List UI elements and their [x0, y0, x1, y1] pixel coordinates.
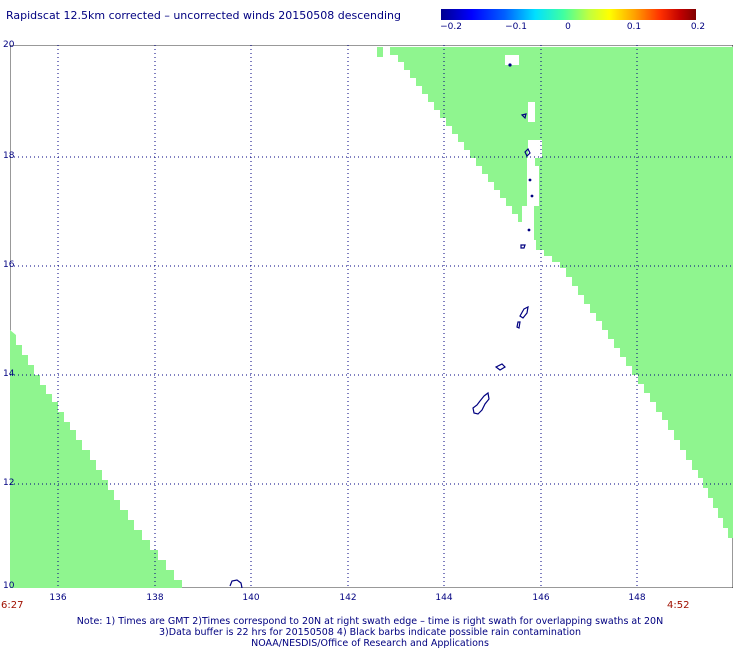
x-label-148: 148 — [628, 593, 646, 603]
y-label-12: 12 — [3, 478, 15, 488]
y-label-14: 14 — [3, 369, 15, 379]
swath-right — [367, 47, 733, 538]
island-north-2 — [520, 113, 527, 120]
island-north-3 — [520, 244, 526, 249]
island-north-1 — [524, 147, 531, 158]
swath-time-left: 6:27 — [1, 600, 24, 611]
colorbar — [441, 9, 696, 20]
island-dots — [508, 63, 534, 232]
map-title: Rapidscat 12.5km corrected – uncorrected… — [6, 9, 402, 22]
island-outlines — [229, 113, 531, 588]
x-label-142: 142 — [339, 593, 357, 603]
rota-island — [494, 363, 506, 371]
y-label-20: 20 — [3, 40, 15, 50]
colorbar-label-zero: 0 — [565, 22, 571, 32]
x-label-138: 138 — [146, 593, 164, 603]
wind-map — [10, 45, 733, 588]
colorbar-label-min: −0.2 — [440, 22, 462, 32]
y-label-18: 18 — [3, 151, 15, 161]
saipan-island — [519, 305, 529, 319]
note-line-1: Note: 1) Times are GMT 2)Times correspon… — [76, 616, 664, 627]
parece-vela-reef — [229, 579, 243, 588]
colorbar-label-max: 0.2 — [690, 22, 706, 32]
note-line-2: 3)Data buffer is 22 hrs for 20150508 4) … — [159, 627, 581, 638]
swath-left — [10, 330, 182, 588]
y-label-16: 16 — [3, 260, 15, 270]
x-label-144: 144 — [435, 593, 453, 603]
note-line-3: NOAA/NESDIS/Office of Research and Appli… — [251, 638, 489, 649]
colorbar-label-pos: 0.1 — [626, 22, 642, 32]
guam-island — [472, 391, 490, 415]
graticule — [10, 45, 733, 588]
swath-time-right: 4:52 — [667, 600, 690, 611]
tinian-island — [516, 321, 521, 329]
colorbar-label-neg: −0.1 — [505, 22, 527, 32]
y-label-10: 10 — [3, 581, 15, 591]
x-label-140: 140 — [242, 593, 260, 603]
x-label-146: 146 — [532, 593, 550, 603]
x-label-136: 136 — [49, 593, 67, 603]
